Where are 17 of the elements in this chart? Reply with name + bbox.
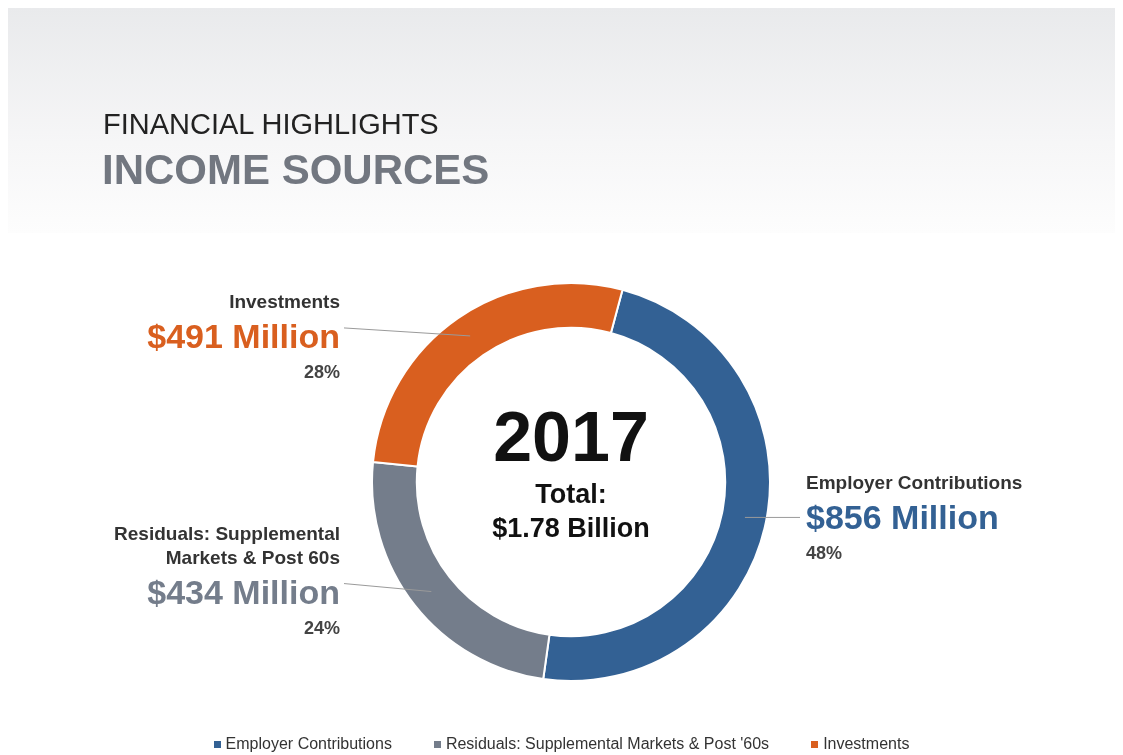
text: 24% — [303, 617, 340, 639]
legend-label: Investments — [822, 735, 910, 753]
text: $1.78 Billion — [491, 512, 651, 545]
text: Employer Contributions — [806, 471, 1024, 496]
data-label: $491 Million — [147, 315, 340, 356]
text: 28% — [303, 361, 340, 383]
chart-title: FINANCIAL HIGHLIGHTS — [103, 108, 439, 141]
text: Investments — [228, 289, 340, 314]
text: 2017 — [492, 397, 650, 477]
legend-label: Employer Contributions — [224, 735, 392, 753]
text: Residuals: Supplemental Markets & Post 60s — [113, 521, 340, 570]
legend-label: Residuals: Supplemental Markets & Post '60s — [444, 735, 770, 753]
text: Total: — [534, 478, 608, 511]
text: 48% — [806, 543, 843, 565]
data-label: $856 Million — [806, 497, 999, 538]
data-label: $434 Million — [147, 571, 340, 612]
chart-subtitle: INCOME SOURCES — [102, 146, 490, 194]
